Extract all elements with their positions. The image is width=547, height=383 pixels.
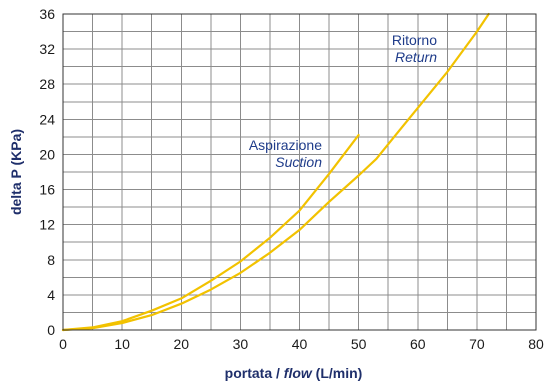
y-tick-label: 16 — [39, 182, 55, 198]
y-tick-label: 36 — [39, 6, 55, 22]
annotation-suction-line2: Suction — [275, 154, 322, 170]
x-tick-label: 70 — [469, 336, 485, 352]
series-line-aspirazione — [61, 134, 360, 332]
x-tick-label: 0 — [59, 336, 67, 352]
tick-labels: 0 10 20 30 40 50 60 70 80 0 4 8 12 16 20 24 28 32 36 — [39, 6, 544, 352]
x-tick-label: 20 — [173, 336, 189, 352]
x-axis-label-italic: flow — [284, 365, 313, 381]
x-tick-label: 60 — [410, 336, 426, 352]
annotation-aspirazione: Aspirazione Suction — [249, 137, 322, 170]
y-tick-label: 32 — [39, 41, 55, 57]
x-axis-label-main: portata / — [225, 365, 284, 381]
annotation-ritorno: Ritorno Return — [392, 32, 437, 65]
x-axis-label: portata / flow (L/min) — [225, 365, 363, 381]
x-axis-label-unit: (L/min) — [312, 365, 363, 381]
grid — [62, 13, 537, 331]
series-layer — [61, 12, 490, 332]
annotation-ritorno-line1: Ritorno — [392, 32, 437, 48]
series-line-ritorno — [61, 12, 490, 332]
x-tick-label: 40 — [292, 336, 308, 352]
y-tick-label: 0 — [47, 322, 55, 338]
y-tick-label: 28 — [39, 76, 55, 92]
x-tick-label: 10 — [114, 336, 130, 352]
x-tick-label: 30 — [233, 336, 249, 352]
x-tick-label: 80 — [528, 336, 544, 352]
y-tick-label: 12 — [39, 217, 55, 233]
x-tick-label: 50 — [351, 336, 367, 352]
y-tick-label: 4 — [47, 287, 55, 303]
plot-frame — [62, 13, 537, 331]
annotation-aspirazione-line1: Aspirazione — [249, 137, 322, 153]
annotation-return-line2: Return — [395, 49, 437, 65]
y-tick-label: 20 — [39, 146, 55, 162]
y-tick-label: 8 — [47, 252, 55, 268]
y-axis-label: delta P (KPa) — [8, 129, 24, 215]
y-tick-label: 24 — [39, 111, 55, 127]
